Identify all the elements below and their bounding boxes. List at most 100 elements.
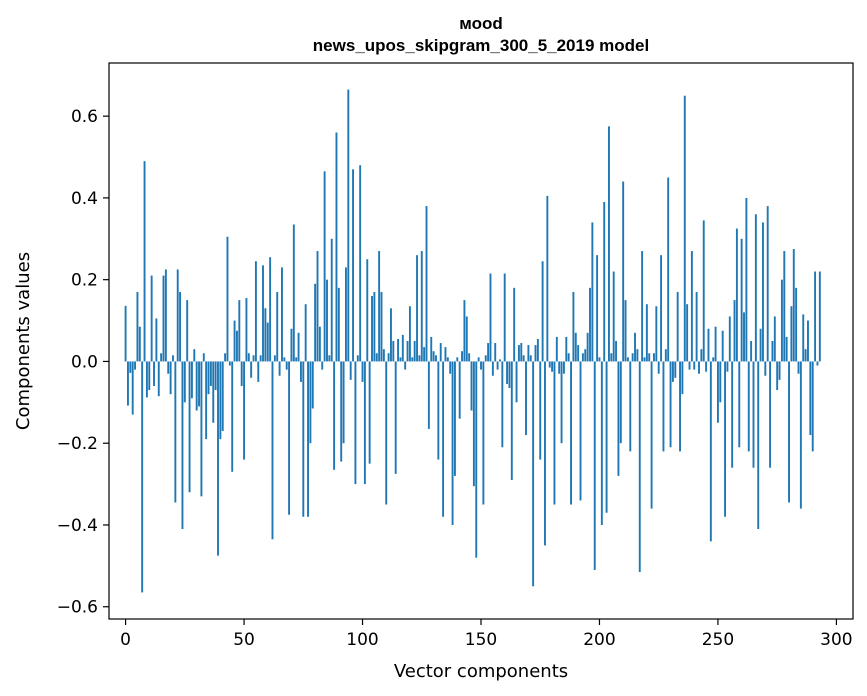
bar-142: [461, 351, 463, 362]
bar-101: [363, 361, 366, 485]
bar-196: [589, 287, 591, 362]
bar-44: [228, 361, 231, 366]
bar-212: [626, 357, 629, 362]
bar-95: [349, 361, 352, 380]
bar-40: [219, 361, 222, 440]
bar-105: [373, 291, 376, 362]
bar-253: [724, 361, 726, 517]
bar-250: [716, 361, 719, 423]
bar-188: [570, 361, 572, 505]
bar-47: [236, 330, 238, 362]
bar-200: [598, 357, 601, 362]
bar-145: [468, 353, 471, 362]
bar-98: [356, 355, 359, 362]
bar-191: [577, 345, 580, 362]
bar-66: [281, 267, 283, 362]
bar-190: [574, 332, 577, 362]
bar-235: [681, 361, 684, 395]
bar-61: [269, 257, 272, 362]
bar-224: [655, 306, 658, 362]
bar-258: [735, 228, 738, 362]
bar-264: [750, 341, 753, 362]
bar-53: [250, 361, 253, 378]
bar-276: [778, 361, 781, 380]
bar-277: [780, 279, 783, 362]
bar-70: [290, 328, 293, 362]
bar-150: [480, 361, 482, 370]
bar-63: [273, 355, 276, 362]
y-tick-label: −0.4: [57, 516, 98, 536]
bar-147: [472, 361, 475, 487]
bar-64: [276, 291, 279, 362]
bar-85: [326, 279, 328, 362]
bar-223: [653, 353, 655, 362]
bar-180: [551, 361, 554, 372]
bar-293: [818, 271, 821, 362]
bar-187: [567, 353, 570, 362]
bar-255: [728, 316, 731, 362]
bar-279: [785, 336, 788, 362]
bar-76: [304, 304, 307, 362]
bar-20: [172, 355, 174, 362]
bar-257: [733, 300, 736, 362]
bar-169: [525, 361, 527, 436]
bar-57: [259, 355, 262, 362]
bar-184: [560, 361, 563, 444]
bar-149: [477, 357, 480, 362]
bar-42: [224, 353, 227, 362]
bar-216: [636, 349, 639, 362]
bar-159: [501, 361, 504, 448]
bar-37: [212, 361, 215, 423]
bar-90: [337, 287, 340, 362]
bar-68: [285, 361, 288, 370]
bar-75: [302, 361, 305, 517]
bar-164: [513, 287, 516, 362]
bar-174: [536, 338, 539, 362]
bar-122: [413, 341, 416, 362]
bar-109: [382, 349, 385, 362]
bar-82: [318, 326, 321, 362]
bar-12: [153, 361, 155, 386]
bar-32: [200, 361, 203, 497]
bar-152: [484, 355, 487, 362]
bar-29: [193, 349, 196, 362]
bar-55: [254, 261, 257, 362]
bar-18: [167, 361, 170, 374]
bar-50: [243, 361, 246, 460]
bar-16: [162, 275, 165, 362]
bar-170: [527, 345, 530, 362]
y-axis-label: Components values: [13, 252, 34, 430]
bar-93: [344, 267, 347, 362]
bar-48: [238, 300, 241, 362]
bar-281: [790, 306, 793, 362]
bar-252: [721, 330, 724, 362]
bar-91: [340, 361, 343, 462]
bar-118: [404, 361, 407, 370]
bar-236: [683, 95, 686, 362]
bar-226: [660, 255, 663, 362]
bar-249: [714, 326, 717, 362]
bar-84: [323, 171, 326, 362]
bar-78: [309, 361, 312, 444]
bar-92: [342, 361, 345, 444]
bar-24: [181, 361, 184, 530]
x-tick-label: 0: [120, 630, 131, 650]
bar-27: [188, 361, 191, 493]
bar-234: [679, 361, 681, 452]
bar-268: [759, 328, 762, 362]
bar-71: [292, 224, 295, 362]
bar-86: [328, 355, 331, 362]
bar-94: [347, 89, 350, 362]
bar-243: [700, 349, 703, 362]
bar-123: [416, 255, 418, 362]
bar-220: [645, 304, 648, 362]
bar-270: [764, 361, 767, 376]
bar-33: [202, 353, 205, 362]
bar-9: [145, 361, 148, 398]
bar-261: [743, 312, 745, 362]
bar-162: [508, 361, 511, 389]
bar-83: [321, 361, 324, 370]
bar-178: [546, 195, 549, 362]
bar-67: [283, 357, 286, 362]
bar-163: [510, 361, 513, 480]
